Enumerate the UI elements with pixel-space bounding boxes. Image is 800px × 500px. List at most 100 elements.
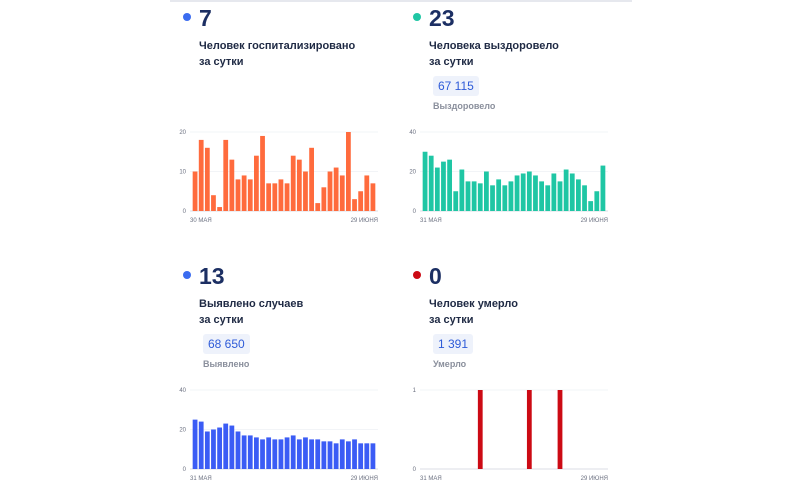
bar [235,431,241,469]
y-tick-label: 20 [179,428,186,434]
bar [428,155,434,211]
bar [217,207,222,211]
bar [241,175,247,211]
bar [266,183,272,211]
stat-description: Человек госпитализировано за сутки [199,38,395,70]
bar [229,159,235,211]
bar [192,171,198,211]
daily-bar-chart: 0 20 40 31 МАЯ 29 ИЮНЯ [409,130,608,224]
bar [290,435,296,469]
x-end-label: 29 ИЮНЯ [581,218,608,224]
daily-value: 7 [199,5,212,31]
bar [254,155,259,211]
bar [557,181,563,212]
bar [477,183,483,211]
bar [533,175,538,211]
y-tick-label: 1 [413,388,417,394]
hospitalized-panel: 7 Человек госпитализировано за сутки 0 10… [170,0,400,240]
bar [284,437,290,469]
bar [545,185,551,211]
bar [459,169,465,211]
deaths-panel: 0 Человек умерло за сутки 1 391 Умерло 0… [400,258,630,498]
x-start-label: 30 МАЯ [190,218,212,224]
bar [303,437,308,469]
bar [296,159,302,211]
bar [247,435,253,469]
description-line: за сутки [429,56,474,68]
bar [211,429,216,469]
bar [296,439,302,470]
total-count-badge: 67 115 [433,76,479,96]
bar [346,132,351,211]
y-tick-label: 0 [183,209,187,215]
bar [315,203,321,211]
daily-value: 0 [429,263,442,289]
bar [569,173,575,211]
bar [198,421,204,469]
bar [364,175,370,211]
bar [514,175,520,211]
bar [278,439,284,470]
indicator-dot [413,13,421,21]
bar [333,167,339,211]
description-line: Человек умерло [429,298,518,310]
bar [422,151,428,211]
bar [490,185,495,211]
total-count-label: Умерло [433,359,467,369]
bar [496,179,502,211]
bar [339,175,345,211]
daily-bar-chart: 0 20 40 31 МАЯ 29 ИЮНЯ [179,388,378,482]
bar [333,443,339,469]
stat-description: Человека выздоровело за сутки [429,38,625,70]
bar [520,173,526,211]
bar [266,437,272,469]
top-divider [170,0,632,2]
description-line: Человек госпитализировано [199,40,356,52]
bar [260,135,265,211]
y-tick-label: 20 [179,130,186,136]
description-line: за сутки [199,56,244,68]
bar [370,443,376,469]
bar [441,161,446,212]
description-line: Человека выздоровело [429,40,559,52]
bar [223,423,229,469]
bar [217,427,222,469]
daily-value: 13 [199,263,225,289]
indicator-dot [413,271,421,279]
bar [198,139,204,211]
bar [557,390,563,469]
y-tick-label: 0 [183,467,187,473]
bar [235,179,241,211]
bar [358,191,364,211]
bar [352,199,357,211]
bar [526,390,532,469]
bar [582,185,587,211]
bar [477,390,483,469]
description-line: Выявлено случаев [199,298,304,310]
bar [204,147,210,211]
bar [321,187,327,211]
bar [211,195,216,211]
bar [434,167,440,211]
x-start-label: 31 МАЯ [190,476,212,482]
bar [204,431,210,469]
bar [327,171,333,211]
bar [303,171,308,211]
daily-value: 23 [429,5,455,31]
bar [254,437,259,469]
bar [453,191,459,211]
daily-bar-chart: 0 10 20 30 МАЯ 29 ИЮНЯ [179,130,378,224]
bar [247,179,253,211]
detected-panel: 13 Выявлено случаев за сутки 68 650 Выяв… [170,258,400,498]
bar [327,441,333,469]
bar [600,165,606,211]
bar [508,181,514,212]
total-count-badge: 1 391 [433,334,474,354]
bar [278,179,284,211]
total-count-badge: 68 650 [203,334,250,354]
description-line: за сутки [429,314,474,326]
bar [223,139,229,211]
description-line: за сутки [199,314,244,326]
x-start-label: 31 МАЯ [420,476,442,482]
bar [290,155,296,211]
